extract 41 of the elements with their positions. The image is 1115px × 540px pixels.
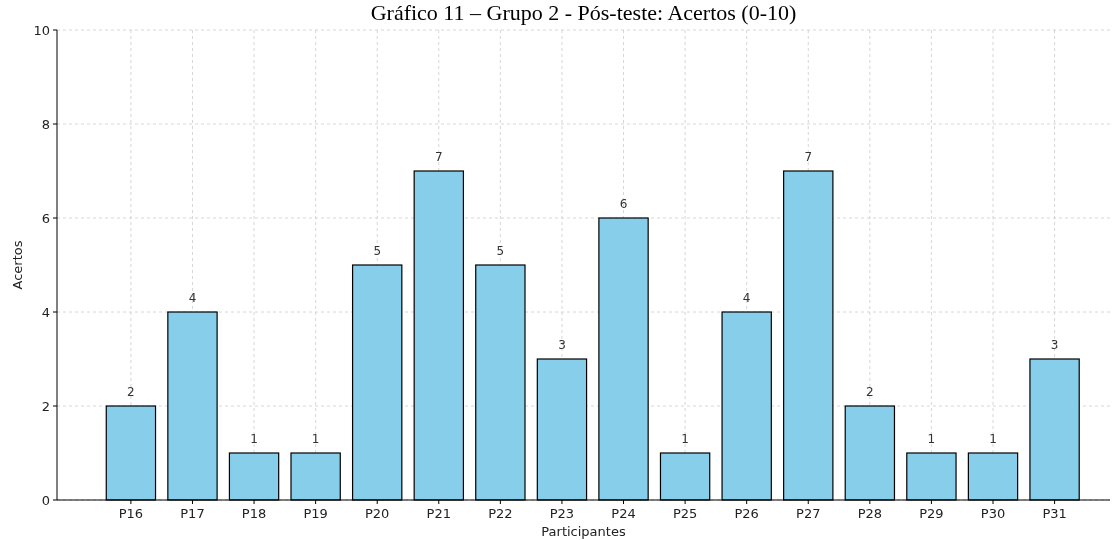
data-label: 5 [373, 244, 382, 258]
data-label: 2 [866, 385, 874, 399]
chart-title: Gráfico 11 – Grupo 2 - Pós-teste: Acertos (0-10) [370, 0, 797, 25]
y-tick-label: 6 [41, 210, 50, 226]
data-label: 1 [989, 432, 997, 446]
data-label: 1 [250, 432, 258, 446]
x-tick-label: P20 [365, 506, 390, 521]
y-axis-title: Acertos [10, 240, 25, 290]
x-tick-label: P18 [241, 506, 267, 521]
data-label: 6 [619, 197, 628, 211]
x-tick-label: P22 [488, 506, 513, 521]
data-label: 7 [434, 150, 443, 164]
x-tick-label: P24 [611, 506, 636, 521]
x-axis-title: Participantes [541, 524, 626, 539]
x-tick-label: P30 [980, 506, 1006, 521]
y-tick-label: 2 [41, 398, 50, 414]
x-tick-label: P19 [303, 506, 328, 521]
x-tick-label: P21 [426, 506, 451, 521]
data-label: 1 [681, 432, 689, 446]
x-tick-label: P28 [857, 506, 883, 521]
x-tick-label: P29 [919, 506, 944, 521]
data-label: 3 [1050, 338, 1059, 352]
x-tick-label: P16 [118, 506, 144, 521]
data-label: 1 [311, 432, 320, 446]
x-tick-label: P27 [796, 506, 821, 521]
data-label: 1 [927, 432, 936, 446]
x-tick-label: P25 [672, 506, 698, 521]
y-tick-label: 8 [41, 116, 50, 132]
x-tick-label: P23 [549, 506, 575, 521]
data-label: 7 [804, 150, 813, 164]
x-tick-label: P31 [1042, 506, 1067, 521]
y-tick-label: 0 [41, 492, 50, 508]
data-label: 4 [188, 291, 197, 305]
y-tick-label: 10 [33, 22, 50, 38]
data-label: 2 [127, 385, 135, 399]
data-label: 3 [558, 338, 566, 352]
x-tick-label: P17 [180, 506, 205, 521]
y-tick-label: 4 [41, 304, 50, 320]
data-label: 5 [496, 244, 505, 258]
data-label: 4 [742, 291, 751, 305]
x-tick-label: P26 [734, 506, 759, 521]
